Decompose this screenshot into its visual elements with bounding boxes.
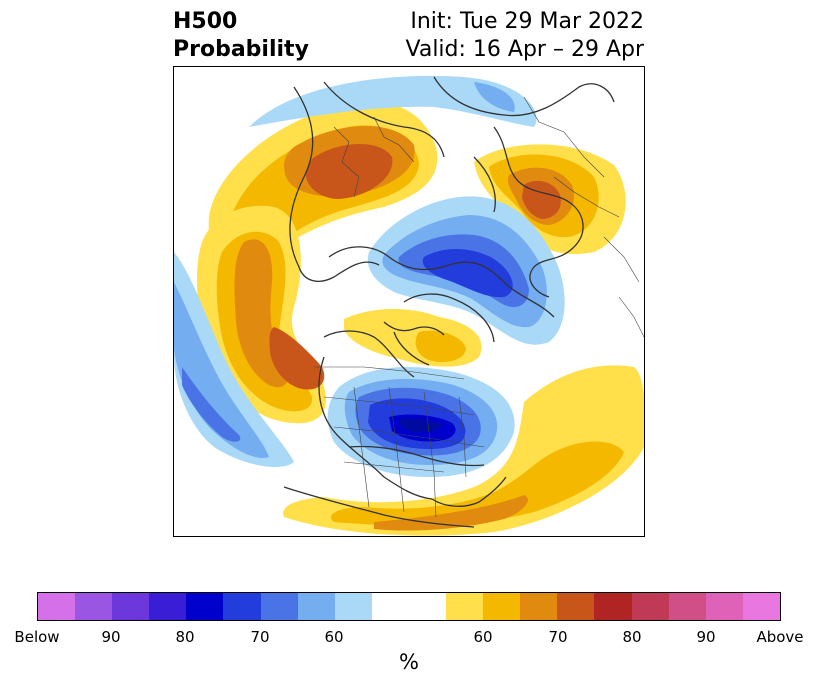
title-metric: Probability (173, 37, 309, 62)
above-anomaly-arctic (344, 309, 482, 367)
colorbar-segment (557, 593, 595, 620)
colorbar-segment (186, 593, 224, 620)
colorbar-tick: 90 (696, 628, 716, 646)
coastlines (283, 76, 615, 528)
colorbar-tick: 70 (548, 628, 568, 646)
colorbar-segment (334, 593, 372, 620)
political-borders (314, 96, 644, 518)
colorbar-tick: 90 (101, 628, 121, 646)
colorbar-segment (520, 593, 558, 620)
colorbar-segment (149, 593, 187, 620)
valid-range: Valid: 16 Apr – 29 Apr (405, 37, 645, 62)
colorbar-segment (408, 593, 447, 620)
colorbar-segment (297, 593, 335, 620)
colorbar-tick: Below (14, 628, 60, 646)
above-anomaly-pacific (283, 365, 644, 536)
colorbar-segment (38, 593, 76, 620)
init-date: Init: Tue 29 Mar 2022 (410, 9, 644, 34)
below-anomaly-siberia (367, 196, 565, 345)
colorbar-tick: 60 (473, 628, 493, 646)
chart-title: H500 Probability (173, 8, 309, 64)
colorbar (37, 592, 781, 621)
colorbar-segment (631, 593, 669, 620)
chart-dates: Init: Tue 29 Mar 2022 Valid: 16 Apr – 29… (406, 8, 645, 64)
colorbar-segment (594, 593, 632, 620)
colorbar-tick: 70 (250, 628, 270, 646)
title-variable: H500 (173, 9, 238, 34)
colorbar-tick: 60 (324, 628, 344, 646)
below-anomaly-canada (327, 367, 515, 477)
colorbar-segment (371, 593, 409, 620)
colorbar-tick: 80 (622, 628, 642, 646)
colorbar-segment (112, 593, 150, 620)
colorbar-segment (75, 593, 113, 620)
colorbar-segment (483, 593, 521, 620)
colorbar-segment (705, 593, 743, 620)
colorbar-segment (260, 593, 298, 620)
colorbar-segment (668, 593, 706, 620)
colorbar-segment (446, 593, 484, 620)
colorbar-unit: % (399, 650, 419, 674)
colorbar-tick: Above (756, 628, 804, 646)
below-anomaly-west-pacific (174, 252, 294, 467)
colorbar-segment (742, 593, 780, 620)
colorbar-segment (223, 593, 261, 620)
probability-map (173, 66, 645, 537)
below-anomaly-top-edge (249, 75, 537, 127)
colorbar-tick: 80 (175, 628, 195, 646)
map-svg (174, 75, 644, 536)
